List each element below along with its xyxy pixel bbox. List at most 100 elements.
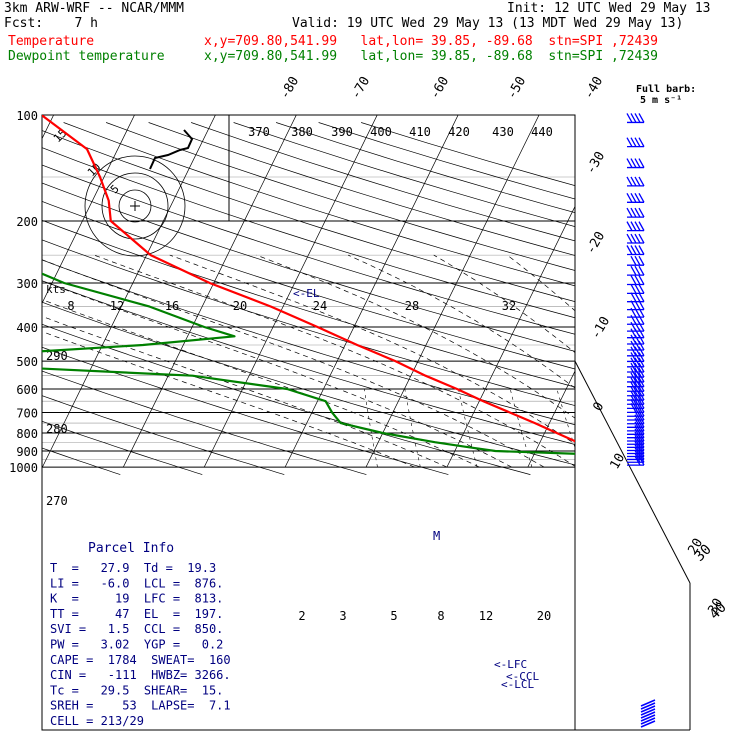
dewpoint-legend: Dewpoint temperature [8, 49, 165, 64]
temperature-tick-label: 30 [705, 596, 726, 617]
wind-speed-tick-label: 32 [502, 299, 516, 313]
parcel-info-line: Tc = 29.5 SHEAR= 15. [50, 683, 223, 697]
pressure-tick-label: 700 [16, 407, 38, 421]
parcel-info-line: SREH = 53 LAPSE= 7.1 [50, 699, 231, 713]
wind-barb [626, 176, 645, 187]
temperature-tick-label: 10 [607, 451, 628, 472]
hodograph-unit-label: kts [46, 283, 66, 296]
theta-tick-label: 400 [370, 125, 392, 139]
temperature-tick-label: -30 [583, 149, 608, 177]
parcel-info-line: CIN = -111 HWBZ= 3266. [50, 668, 231, 682]
moist-adiabat-line [42, 299, 480, 468]
model-title: 3km ARW-WRF -- NCAR/MMM [4, 1, 185, 16]
barb-legend-title: Full barb: [636, 84, 696, 95]
dry-adiabat-line [42, 201, 575, 370]
isotherm-line [203, 115, 378, 468]
parcel-info-line: K = 19 LFC = 813. [50, 592, 223, 606]
theta-tick-label: 270 [46, 494, 68, 508]
parcel-info-line: T = 27.9 Td = 19.3 [50, 561, 216, 575]
parcel-info-line: CELL = 213/29 [50, 714, 144, 728]
isotherm-line [122, 115, 297, 468]
wind-barb [627, 265, 645, 276]
temperature-tick-label: -40 [581, 74, 606, 102]
wind-speed-tick-label: 8 [67, 299, 74, 313]
mixing-ratio-line [556, 388, 575, 449]
barb-legend-unit: 5 m s⁻¹ [640, 95, 682, 106]
dry-adiabat-line [105, 122, 575, 271]
dry-adiabat-line [42, 239, 575, 406]
temperature-tick-label: -50 [504, 74, 529, 102]
wind-barb [626, 245, 645, 256]
mixing-ratio-label: 5 [390, 609, 397, 623]
theta-tick-label: 440 [531, 125, 553, 139]
hodograph-ring [101, 172, 169, 240]
mixing-ratio-label: 12 [479, 609, 493, 623]
dry-adiabat-line [42, 323, 531, 475]
isotherm-line [365, 115, 540, 468]
hodograph-ring [118, 189, 152, 223]
mixing-ratio-line [458, 388, 478, 468]
mixing-ratio-line [404, 388, 421, 468]
wind-speed-tick-label: 24 [313, 299, 327, 313]
wind-barb [627, 255, 645, 266]
wind-barb [627, 452, 645, 463]
theta-tick-label: 380 [291, 125, 313, 139]
wind-barb [626, 113, 645, 124]
dry-adiabat-line [42, 395, 285, 475]
pressure-tick-label: 100 [16, 109, 38, 123]
wind-barb [627, 275, 645, 286]
temperature-tick-label: -80 [277, 74, 302, 102]
hodograph-trace [149, 129, 194, 170]
mixing-ratio-label: 20 [537, 609, 551, 623]
dry-adiabat-line [42, 346, 449, 475]
parcel-info-box: Parcel Info T = 27.9 Td = 19.3LI = -6.0 L… [44, 538, 234, 728]
init-time: Init: 12 UTC Wed 29 May 13 [507, 1, 711, 16]
wind-speed-tick-label: 28 [405, 299, 419, 313]
pressure-tick-label: 300 [16, 277, 38, 291]
theta-tick-label: 390 [331, 125, 353, 139]
theta-tick-label: 290 [46, 349, 68, 363]
plot-frame [41, 114, 576, 731]
theta-tick-label: 370 [248, 125, 270, 139]
lcl-marker: <-LCL [501, 678, 534, 691]
m-marker: M [433, 529, 440, 543]
theta-tick-label: 420 [448, 125, 470, 139]
dry-adiabat-line [42, 164, 575, 335]
mixing-ratio-label: 2 [298, 609, 305, 623]
wind-barb [626, 207, 645, 218]
isotherm-line [527, 370, 575, 468]
wind-barb [626, 158, 645, 169]
pressure-tick-label: 600 [16, 383, 38, 397]
surface-barbs [640, 699, 656, 728]
lfc-marker: <-LFC [494, 658, 527, 671]
parcel-info-line: PW = 3.02 YGP = 0.2 [50, 638, 223, 652]
parcel-info-title: Parcel Info [88, 541, 174, 556]
forecast-hour: Fcst: 7 h [4, 16, 98, 31]
hodograph-ring [84, 155, 186, 257]
speed-axis-edge [574, 360, 691, 584]
pressure-tick-label: 1000 [9, 461, 38, 475]
wind-barb [626, 192, 645, 203]
dry-adiabat-line [63, 122, 575, 287]
temperature-tick-label: -70 [348, 74, 373, 102]
pressure-tick-label: 800 [16, 427, 38, 441]
dry-adiabat-line [190, 122, 575, 242]
wind-speed-tick-label: 12 [110, 299, 124, 313]
wind-barb [627, 284, 645, 294]
wind-barb [626, 233, 645, 244]
dry-adiabat-line [42, 182, 575, 352]
wind-barb [627, 357, 645, 368]
isotherm-line [690, 115, 740, 467]
dewpoint-location: x,y=709.80,541.99 lat,lon= 39.85, -89.68… [204, 49, 658, 64]
wind-barb [627, 455, 645, 466]
dewpoint-curve [42, 272, 575, 455]
wind-speed-tick-label: 20 [233, 299, 247, 313]
moist-adiabat-line [93, 254, 575, 467]
theta-tick-label: 410 [409, 125, 431, 139]
dry-adiabat-line [42, 447, 121, 475]
temperature-legend: Temperature [8, 34, 95, 49]
dry-adiabat-line [42, 130, 575, 302]
wind-speed-tick-label: 16 [165, 299, 179, 313]
